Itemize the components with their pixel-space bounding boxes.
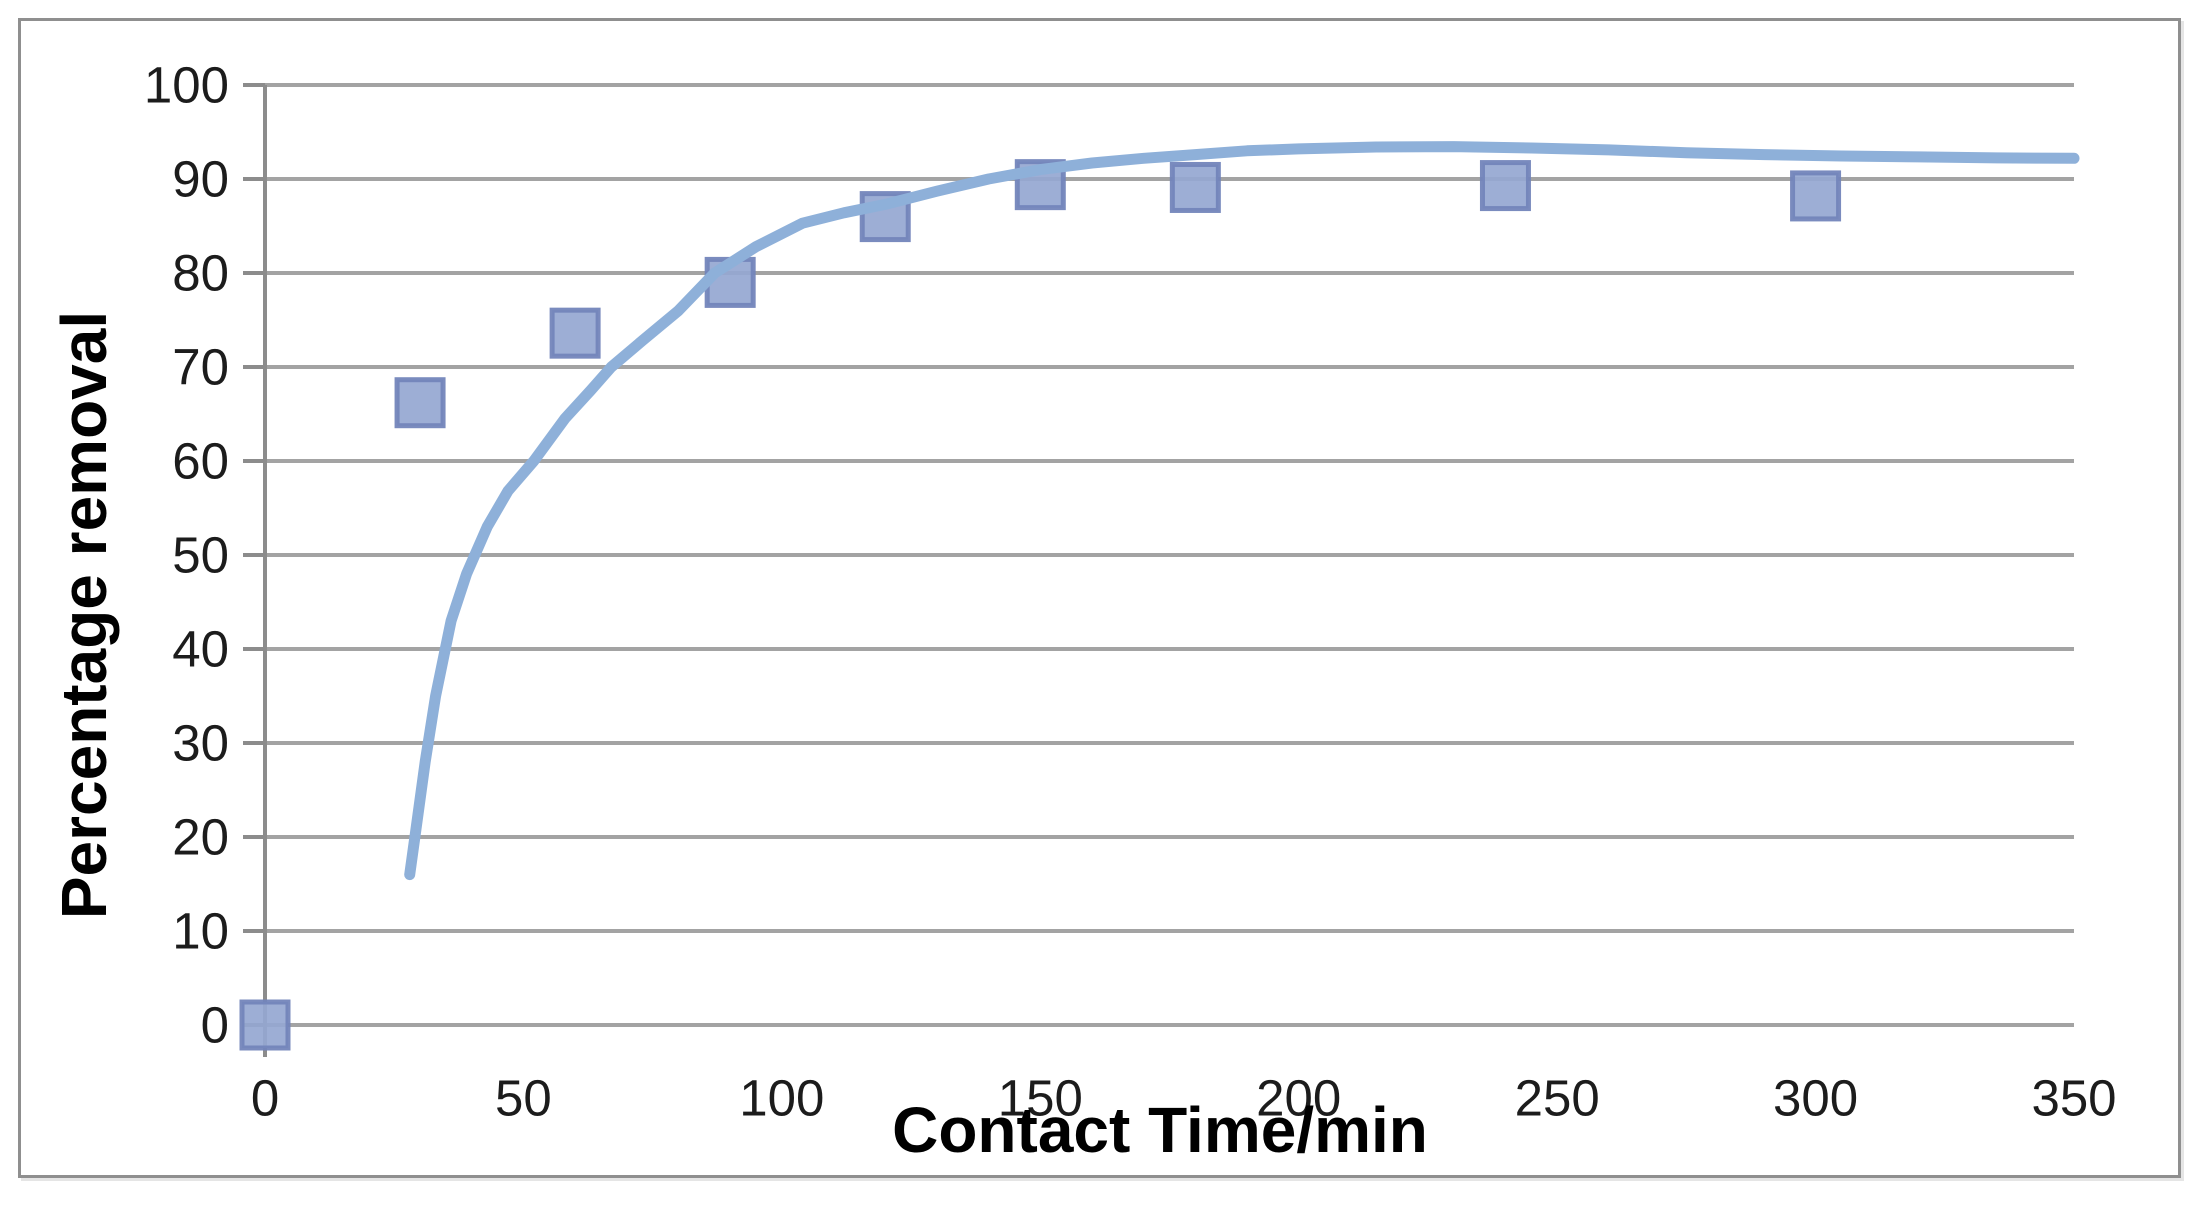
- x-tick-label: 250: [1515, 1070, 1600, 1127]
- x-tick-label: 0: [251, 1070, 279, 1127]
- data-point-marker: [1479, 160, 1531, 212]
- y-tick-label: 50: [172, 527, 229, 584]
- tick-labels-layer: 0 10 20 30 40 50 60 70 80 90 100 0 50 100 150 200 250 300…: [144, 57, 2117, 1127]
- y-tick-label: 80: [172, 245, 229, 302]
- x-tick-label: 150: [998, 1070, 1083, 1127]
- y-tick-label: 100: [144, 57, 229, 114]
- data-point-marker: [394, 377, 446, 429]
- x-axis-title: Contact Time/min: [892, 1094, 1428, 1166]
- data-point-marker: [1790, 170, 1842, 222]
- x-tick-label: 200: [1256, 1070, 1341, 1127]
- trend-curve-layer: [404, 141, 2080, 881]
- y-tick-label: 60: [172, 433, 229, 490]
- y-tick-label: 70: [172, 339, 229, 396]
- x-tick-label: 100: [739, 1070, 824, 1127]
- y-axis-title: Percentage removal: [48, 310, 120, 920]
- axes-layer: [243, 83, 267, 1057]
- y-tick-label: 20: [172, 809, 229, 866]
- x-tick-label: 350: [2031, 1070, 2116, 1127]
- data-point-marker: [1169, 161, 1221, 213]
- data-point-marker: [549, 307, 601, 359]
- y-tick-label: 90: [172, 151, 229, 208]
- x-tick-label: 50: [495, 1070, 552, 1127]
- trend-curve: [404, 141, 2080, 881]
- data-point-marker: [239, 999, 291, 1051]
- y-tick-label: 0: [201, 997, 229, 1054]
- y-tick-label: 40: [172, 621, 229, 678]
- y-tick-label: 30: [172, 715, 229, 772]
- data-points-layer: [239, 159, 1842, 1051]
- gridlines-layer: [265, 83, 2074, 1027]
- x-tick-label: 300: [1773, 1070, 1858, 1127]
- y-tick-label: 10: [172, 903, 229, 960]
